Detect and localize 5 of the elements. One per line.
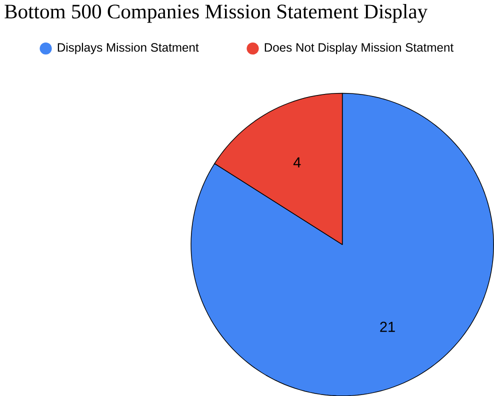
legend-label: Displays Mission Statment: [58, 42, 199, 54]
data-label: 4: [293, 157, 301, 168]
legend-label: Does Not Display Mission Statment: [264, 42, 454, 54]
data-label: 21: [380, 322, 395, 332]
chart-title: Bottom 500 Companies Mission Statement Display: [4, 4, 428, 23]
